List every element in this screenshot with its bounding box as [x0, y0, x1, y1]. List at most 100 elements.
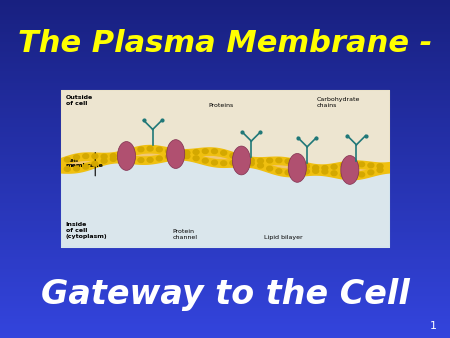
Bar: [0, 294, 450, 296]
Bar: [0, 172, 450, 174]
Bar: [0, 237, 450, 238]
Bar: [0, 68, 450, 69]
Bar: [0, 76, 450, 78]
Bar: [0, 73, 450, 74]
Bar: [0, 176, 450, 177]
Bar: [0, 61, 450, 63]
Bar: [0, 88, 450, 90]
Bar: [0, 123, 450, 125]
Bar: [0, 17, 450, 19]
Bar: [0, 264, 450, 265]
Bar: [0, 7, 450, 8]
Bar: [0, 216, 450, 218]
Bar: [0, 115, 450, 117]
Text: Gateway to the Cell: Gateway to the Cell: [40, 277, 410, 311]
Bar: [0, 284, 450, 286]
Bar: [0, 49, 450, 51]
Bar: [0, 324, 450, 326]
Bar: [0, 164, 450, 166]
Bar: [0, 25, 450, 27]
Bar: [0, 319, 450, 321]
Bar: [0, 96, 450, 98]
Bar: [0, 238, 450, 240]
Bar: [0, 199, 450, 201]
Bar: [0, 100, 450, 101]
Bar: [0, 333, 450, 335]
Bar: [0, 5, 450, 7]
Bar: [0, 204, 450, 206]
Bar: [0, 313, 450, 314]
Bar: [0, 29, 450, 30]
Bar: [0, 245, 450, 247]
Bar: [0, 118, 450, 120]
Bar: [0, 233, 450, 235]
Bar: [0, 113, 450, 115]
Bar: [0, 311, 450, 313]
Bar: [0, 154, 450, 155]
Bar: [0, 335, 450, 336]
Bar: [0, 12, 450, 14]
Bar: [0, 289, 450, 291]
Bar: [0, 223, 450, 225]
Bar: [0, 71, 450, 73]
Bar: [0, 323, 450, 324]
Bar: [0, 137, 450, 139]
Bar: [0, 139, 450, 140]
Bar: [0, 167, 450, 169]
Text: The Plasma Membrane -: The Plasma Membrane -: [18, 29, 432, 58]
Bar: [0, 106, 450, 108]
Bar: [0, 93, 450, 95]
Bar: [0, 79, 450, 81]
Bar: [0, 330, 450, 331]
Bar: [0, 132, 450, 134]
Bar: [0, 292, 450, 294]
Bar: [0, 191, 450, 193]
Bar: [0, 230, 450, 232]
Bar: [0, 286, 450, 287]
Bar: [0, 152, 450, 154]
Bar: [0, 3, 450, 5]
Bar: [0, 308, 450, 309]
Bar: [0, 15, 450, 17]
Bar: [0, 22, 450, 24]
Bar: [0, 326, 450, 328]
Bar: [0, 265, 450, 267]
Bar: [0, 211, 450, 213]
Bar: [0, 189, 450, 191]
Bar: [61, 90, 389, 247]
Bar: [0, 218, 450, 220]
Bar: [0, 232, 450, 233]
Bar: [0, 274, 450, 275]
Bar: [0, 47, 450, 49]
Bar: [0, 2, 450, 3]
Bar: [0, 95, 450, 96]
Bar: [0, 20, 450, 22]
Bar: [0, 84, 450, 86]
Bar: [0, 157, 450, 159]
Bar: [0, 145, 450, 147]
Bar: [0, 169, 450, 171]
Bar: [0, 226, 450, 228]
Bar: [0, 0, 450, 2]
Bar: [0, 282, 450, 284]
Bar: [0, 299, 450, 301]
Bar: [0, 83, 450, 84]
Bar: [0, 210, 450, 211]
Bar: [0, 328, 450, 330]
Bar: [0, 221, 450, 223]
Bar: [0, 57, 450, 59]
Bar: [0, 150, 450, 152]
Bar: [0, 110, 450, 112]
Bar: [0, 108, 450, 110]
Bar: [0, 91, 450, 93]
Bar: [0, 51, 450, 52]
Bar: [0, 257, 450, 259]
Bar: [0, 149, 450, 150]
Bar: [0, 135, 450, 137]
Bar: [0, 10, 450, 12]
Bar: [0, 166, 450, 167]
Bar: [0, 27, 450, 29]
Bar: [0, 98, 450, 100]
Bar: [0, 309, 450, 311]
Bar: [0, 144, 450, 145]
